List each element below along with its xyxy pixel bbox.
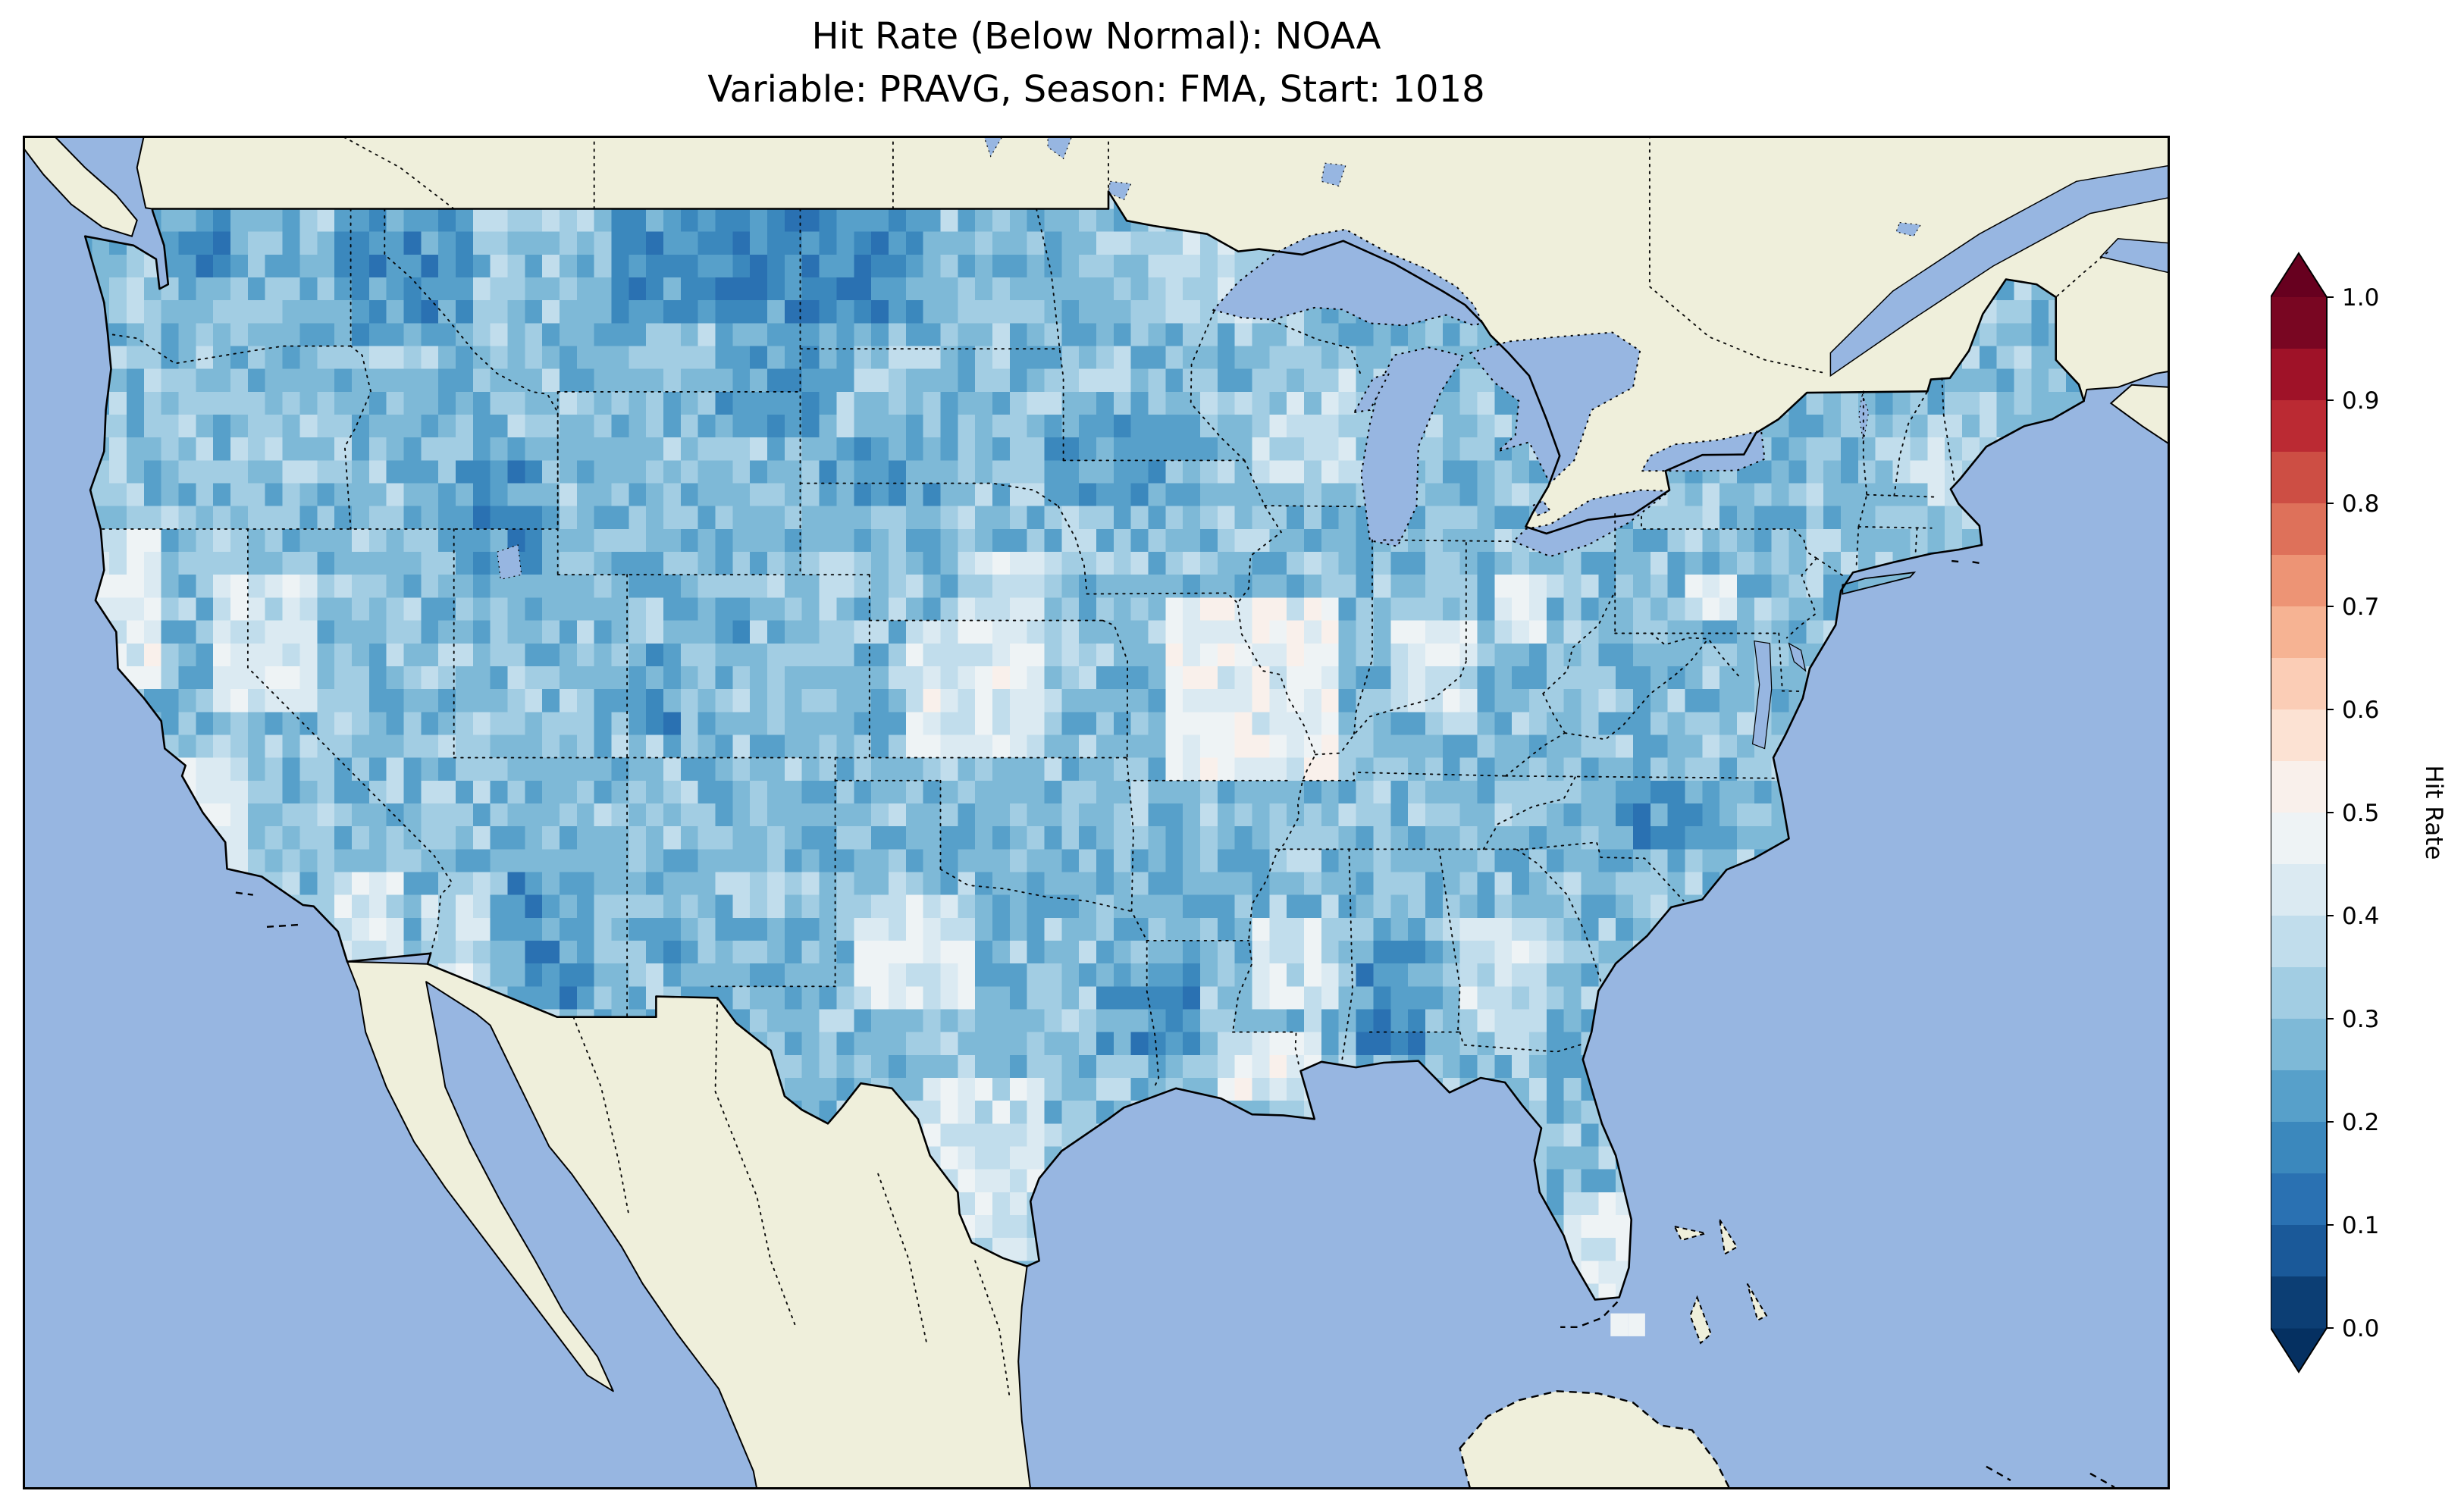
colorbar-tick-label: 0.9 bbox=[2342, 387, 2379, 415]
lake-winnipeg bbox=[1047, 136, 1073, 160]
spot-cell bbox=[1628, 1313, 1645, 1336]
province-borders bbox=[340, 136, 2108, 1399]
figure-title: Hit Rate (Below Normal): NOAA Variable: … bbox=[23, 11, 2170, 116]
colorbar-band bbox=[2271, 1173, 2327, 1226]
lake-manitoba bbox=[983, 136, 1004, 158]
island-chain bbox=[1972, 561, 1982, 565]
chaleur-bay bbox=[2099, 238, 2170, 274]
colorbar-under-arrow bbox=[2271, 1328, 2327, 1372]
colorbar-band bbox=[2271, 1070, 2327, 1123]
title-line-1: Hit Rate (Below Normal): NOAA bbox=[811, 15, 1381, 58]
colorbar-tick-label: 0.7 bbox=[2342, 594, 2379, 621]
island-chain bbox=[1951, 559, 1963, 563]
lake-erie bbox=[1512, 489, 1672, 558]
long-island bbox=[1842, 572, 1917, 595]
colorbar-band bbox=[2271, 349, 2327, 401]
colorbar-band bbox=[2271, 813, 2327, 865]
lake-champlain bbox=[1858, 393, 1870, 443]
lake-ontario bbox=[1640, 429, 1766, 472]
colorbar-over-arrow bbox=[2271, 253, 2327, 297]
lake-michigan bbox=[1360, 346, 1465, 547]
map-frame bbox=[23, 136, 2170, 1489]
chesapeake-bay bbox=[1751, 640, 1773, 750]
cuba bbox=[1459, 1390, 1732, 1489]
colorbar-tick-label: 0.5 bbox=[2342, 800, 2379, 827]
colorbar-band bbox=[2271, 297, 2327, 349]
colorbar-band bbox=[2271, 1276, 2327, 1329]
title-line-2: Variable: PRAVG, Season: FMA, Start: 101… bbox=[707, 67, 1485, 111]
colorbar: 0.0 0.1 0.2 0.3 0.4 0.5 0.6 0.7 0.8 0.9 1.0 Hit Rat… bbox=[2271, 252, 2447, 1373]
island-chain bbox=[2089, 1472, 2115, 1489]
colorbar-band bbox=[2271, 864, 2327, 916]
colorbar-tick-label: 0.6 bbox=[2342, 697, 2379, 724]
lake-nipigon bbox=[1321, 162, 1346, 187]
bahamas-island bbox=[1719, 1219, 1738, 1255]
colorbar-band bbox=[2271, 1122, 2327, 1174]
vancouver-island bbox=[23, 136, 138, 237]
map-area bbox=[23, 136, 2170, 1489]
lake-superior bbox=[1212, 228, 1484, 327]
colorbar-band bbox=[2271, 503, 2327, 556]
green-bay bbox=[1353, 372, 1390, 414]
colorbar-tick-label: 1.0 bbox=[2342, 284, 2379, 312]
bahamas-island bbox=[1689, 1295, 1712, 1345]
colorbar-tick-label: 0.4 bbox=[2342, 903, 2379, 930]
us-hit-rate-map bbox=[23, 136, 2170, 1489]
colorbar-tick-label: 0.2 bbox=[2342, 1109, 2379, 1136]
delaware-bay bbox=[1788, 642, 1807, 672]
colorbar-band bbox=[2271, 761, 2327, 813]
colorbar-tick-label: 0.0 bbox=[2342, 1315, 2379, 1342]
spot-cell bbox=[1610, 1313, 1629, 1336]
colorbar-band bbox=[2271, 400, 2327, 453]
great-lakes bbox=[1212, 228, 1766, 558]
colorbar-band bbox=[2271, 606, 2327, 659]
state-borders bbox=[102, 208, 1955, 1090]
colorbar-tick-label: 0.3 bbox=[2342, 1006, 2379, 1033]
colorbar-band bbox=[2271, 967, 2327, 1019]
colorbar-band bbox=[2271, 1225, 2327, 1277]
colorbar-axis-label: Hit Rate bbox=[2420, 765, 2447, 860]
great-salt-lake bbox=[497, 544, 522, 581]
colorbar-tick-label: 0.1 bbox=[2342, 1212, 2379, 1239]
us-coastline-border bbox=[83, 190, 2085, 1301]
colorbar-band bbox=[2271, 452, 2327, 504]
lake-huron bbox=[1469, 331, 1641, 485]
island-chain bbox=[1986, 1465, 2011, 1481]
colorbar-band bbox=[2271, 916, 2327, 968]
colorbar-band bbox=[2271, 658, 2327, 710]
lac-st-jean bbox=[1895, 221, 1922, 237]
island-chain bbox=[235, 891, 253, 896]
colorbar-band bbox=[2271, 555, 2327, 607]
lake-of-the-woods bbox=[1108, 180, 1132, 201]
st-lawrence-river bbox=[1829, 164, 2170, 377]
island-chain bbox=[266, 923, 302, 928]
colorbar-band bbox=[2271, 1019, 2327, 1071]
bahamas-island bbox=[1672, 1225, 1707, 1242]
bahamas-island bbox=[1746, 1283, 1768, 1322]
small-lakes bbox=[497, 136, 1922, 581]
colorbar-tick-label: 0.8 bbox=[2342, 490, 2379, 518]
nova-scotia bbox=[2109, 384, 2170, 446]
colorbar-band bbox=[2271, 709, 2327, 762]
